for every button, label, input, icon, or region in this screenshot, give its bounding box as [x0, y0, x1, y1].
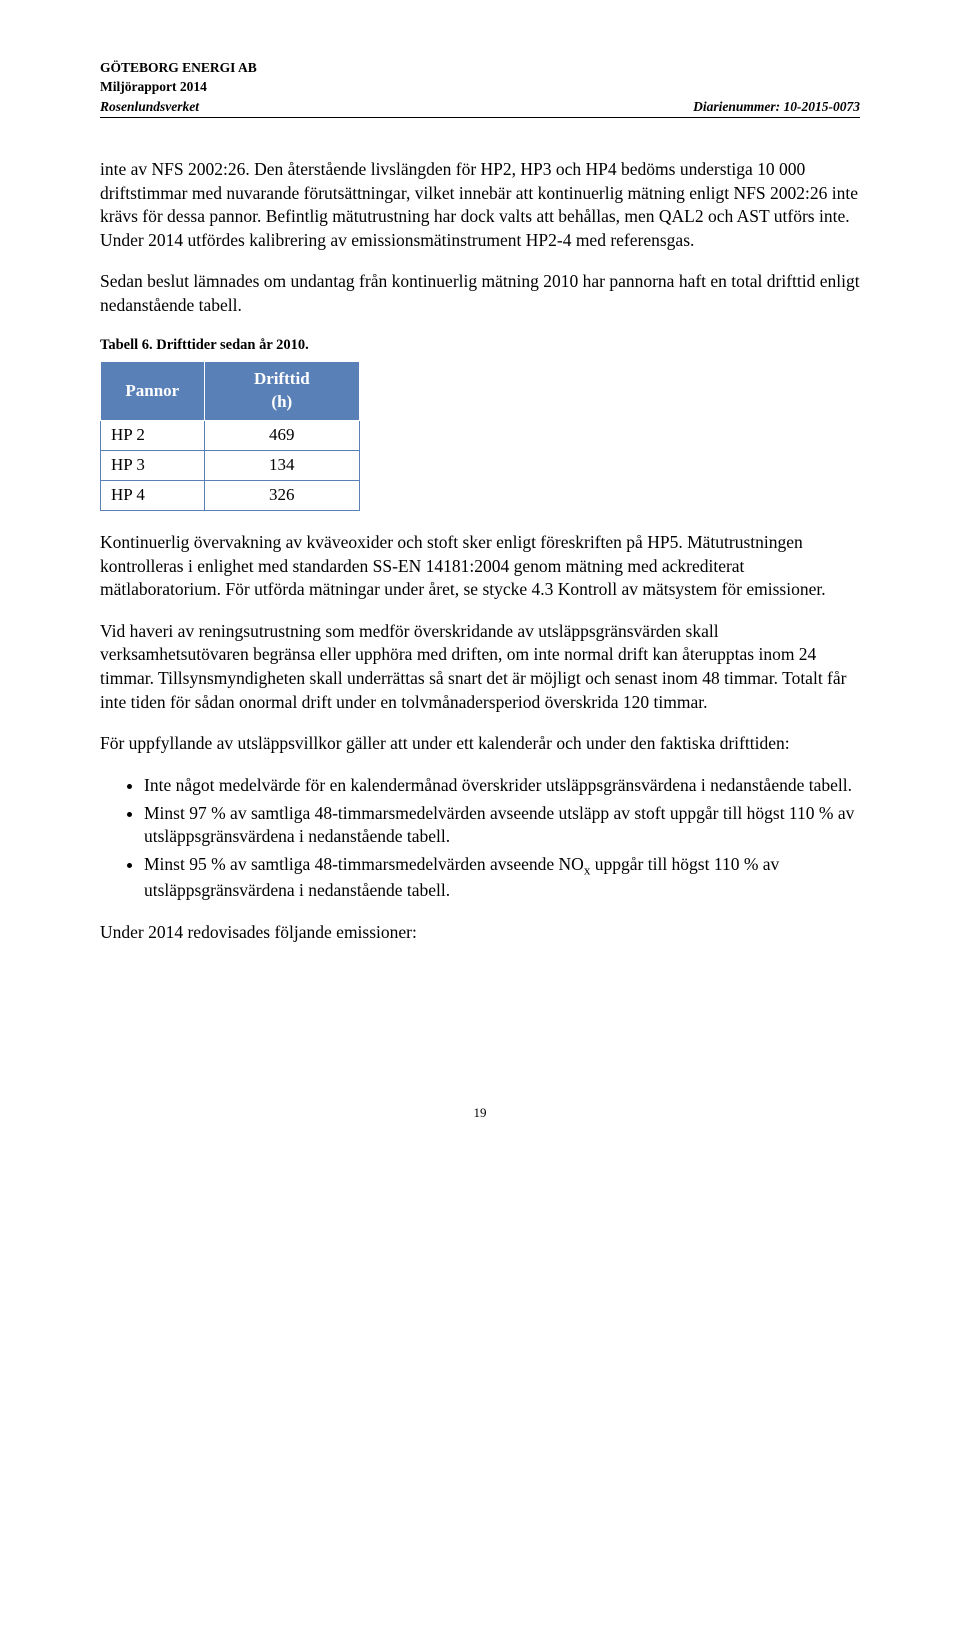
- table-caption: Tabell 6. Drifttider sedan år 2010.: [100, 336, 860, 356]
- cell-pannor: HP 2: [101, 421, 205, 451]
- cell-drifttid: 134: [204, 451, 359, 481]
- paragraph-3: Kontinuerlig övervakning av kväveoxider …: [100, 531, 860, 602]
- page-number: 19: [100, 1104, 860, 1122]
- paragraph-6: Under 2014 redovisades följande emission…: [100, 921, 860, 945]
- header-diarie: Diarienummer: 10-2015-0073: [693, 98, 860, 116]
- cell-pannor: HP 4: [101, 481, 205, 511]
- header-company: GÖTEBORG ENERGI AB: [100, 60, 860, 77]
- drifttider-table: Pannor Drifttid (h) HP 2 469 HP 3 134 HP…: [100, 361, 360, 511]
- cell-pannor: HP 3: [101, 451, 205, 481]
- paragraph-4: Vid haveri av reningsutrustning som medf…: [100, 620, 860, 715]
- bullet-list: Inte något medelvärde för en kalendermån…: [144, 774, 860, 903]
- table-row: HP 3 134: [101, 451, 360, 481]
- col-header-drifttid: Drifttid (h): [204, 362, 359, 421]
- cell-drifttid: 469: [204, 421, 359, 451]
- list-item: Inte något medelvärde för en kalendermån…: [144, 774, 860, 798]
- col-header-drifttid-l1: Drifttid: [254, 369, 310, 388]
- paragraph-1: inte av NFS 2002:26. Den återstående liv…: [100, 158, 860, 253]
- col-header-drifttid-l2: (h): [271, 392, 292, 411]
- paragraph-2: Sedan beslut lämnades om undantag från k…: [100, 270, 860, 317]
- list-item: Minst 95 % av samtliga 48-timmarsmedelvä…: [144, 853, 860, 903]
- table-row: HP 2 469: [101, 421, 360, 451]
- doc-header: GÖTEBORG ENERGI AB Miljörapport 2014 Ros…: [100, 60, 860, 118]
- bullet3-pre: Minst 95 % av samtliga 48-timmarsmedelvä…: [144, 854, 584, 874]
- col-header-pannor: Pannor: [101, 362, 205, 421]
- paragraph-5: För uppfyllande av utsläppsvillkor gälle…: [100, 732, 860, 756]
- list-item: Minst 97 % av samtliga 48-timmarsmedelvä…: [144, 802, 860, 849]
- cell-drifttid: 326: [204, 481, 359, 511]
- header-facility: Rosenlundsverket: [100, 98, 199, 116]
- table-row: HP 4 326: [101, 481, 360, 511]
- header-report: Miljörapport 2014: [100, 79, 860, 96]
